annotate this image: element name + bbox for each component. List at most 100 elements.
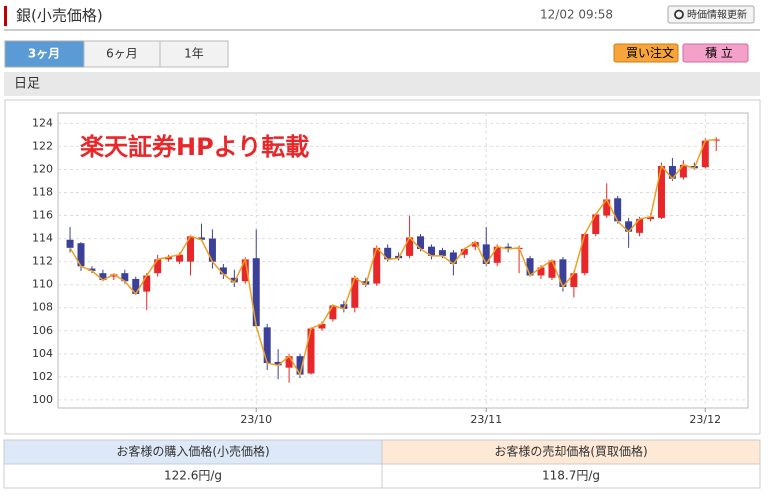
candle-body <box>208 238 216 262</box>
candle-body <box>406 237 414 256</box>
table-value: 118.7円/g <box>542 469 600 483</box>
title-accent <box>4 6 7 26</box>
section-bar <box>4 72 760 96</box>
candle-body <box>351 277 359 308</box>
table-cell <box>381 463 761 489</box>
tsumitate-label[interactable]: 積 立 <box>705 45 733 60</box>
candle-body <box>88 268 96 271</box>
tab-label[interactable]: 3ヶ月 <box>28 47 60 61</box>
candle-body <box>296 356 304 375</box>
section-label: 日足 <box>14 77 40 92</box>
candle-body <box>132 278 140 294</box>
table-header: お客様の購入価格(小売価格) <box>116 444 269 459</box>
candle-body <box>438 250 446 256</box>
candle-body <box>668 166 676 179</box>
candle-body <box>110 274 118 277</box>
candle-body <box>263 327 271 364</box>
candle-body <box>592 214 600 234</box>
candle-body <box>176 254 184 262</box>
candle-body <box>449 252 457 264</box>
candle-body <box>77 243 85 267</box>
candle-body <box>230 277 238 283</box>
tab-active[interactable] <box>4 40 85 68</box>
candle-body <box>504 246 512 249</box>
candle-body <box>647 216 655 220</box>
candle-body <box>482 244 490 264</box>
y-tick-label: 116 <box>32 209 53 222</box>
candle-body <box>99 273 107 281</box>
candle-body <box>417 236 425 249</box>
candle-body <box>460 248 468 255</box>
tab-label[interactable]: 6ヶ月 <box>106 47 138 61</box>
watermark: 楽天証券HPより転載 <box>80 133 309 161</box>
table-header-cell <box>3 439 383 465</box>
tab[interactable] <box>83 40 161 68</box>
candle-body <box>121 273 129 282</box>
candle-body <box>625 221 633 232</box>
refresh-icon <box>674 9 684 20</box>
candle-body <box>657 166 665 218</box>
candle-body <box>373 247 381 284</box>
page-title: 銀(小売価格) <box>16 7 103 25</box>
timestamp: 12/02 09:58 <box>540 8 613 22</box>
y-tick-label: 122 <box>32 139 53 152</box>
close-line <box>69 138 717 377</box>
candle-body <box>636 219 644 233</box>
x-tick-label: 23/12 <box>689 413 721 426</box>
candle-body <box>537 267 545 276</box>
candle-body <box>526 258 534 276</box>
candle-body <box>318 323 326 329</box>
y-tick-label: 118 <box>32 186 53 199</box>
tsumitate-button[interactable] <box>682 43 749 63</box>
y-tick-label: 100 <box>32 393 53 406</box>
candle-body <box>340 304 348 309</box>
tab[interactable] <box>159 40 229 68</box>
buy-label[interactable]: 買い注文 <box>626 45 674 60</box>
candle-body <box>701 140 709 168</box>
candle-body <box>307 328 315 374</box>
plot-area <box>57 112 749 409</box>
x-tick-label: 23/10 <box>240 413 272 426</box>
candle-body <box>285 356 293 368</box>
y-tick-label: 120 <box>32 162 53 175</box>
candle-body <box>570 273 578 288</box>
y-tick-label: 114 <box>32 232 53 245</box>
candle-body <box>581 233 589 274</box>
tab-label[interactable]: 1年 <box>184 47 204 61</box>
candle-body <box>252 258 260 327</box>
buy-button[interactable] <box>613 43 679 63</box>
y-tick-label: 124 <box>32 116 53 129</box>
y-tick-label: 104 <box>32 347 53 360</box>
y-tick-label: 110 <box>32 278 53 291</box>
candle-body <box>603 199 611 216</box>
candle-body <box>614 198 622 222</box>
y-tick-label: 112 <box>32 255 53 268</box>
candle-body <box>274 361 282 366</box>
candle-body <box>197 237 205 240</box>
candle-body <box>427 246 435 256</box>
table-header: お客様の売却価格(買取価格) <box>494 444 647 459</box>
candle-body <box>165 257 173 260</box>
candle-body <box>548 260 556 278</box>
y-tick-label: 106 <box>32 324 53 337</box>
refresh-label[interactable]: 時価情報更新 <box>687 8 747 21</box>
refresh-button[interactable] <box>667 5 755 24</box>
y-tick-label: 102 <box>32 370 53 383</box>
y-tick-label: 108 <box>32 301 53 314</box>
candle-body <box>493 246 501 263</box>
candle-body <box>154 259 162 274</box>
candle-body <box>187 236 195 262</box>
candle-body <box>143 275 151 292</box>
candle-body <box>241 259 249 282</box>
table-header-cell <box>381 439 761 465</box>
candle-body <box>471 242 479 247</box>
candle-body <box>559 259 567 288</box>
x-tick-label: 23/11 <box>470 413 502 426</box>
candle-body <box>219 267 227 275</box>
candle-body <box>329 305 337 320</box>
candle-body <box>66 239 74 248</box>
candle-body <box>679 164 687 178</box>
table-value: 122.6円/g <box>164 469 222 483</box>
candle-body <box>384 247 392 260</box>
